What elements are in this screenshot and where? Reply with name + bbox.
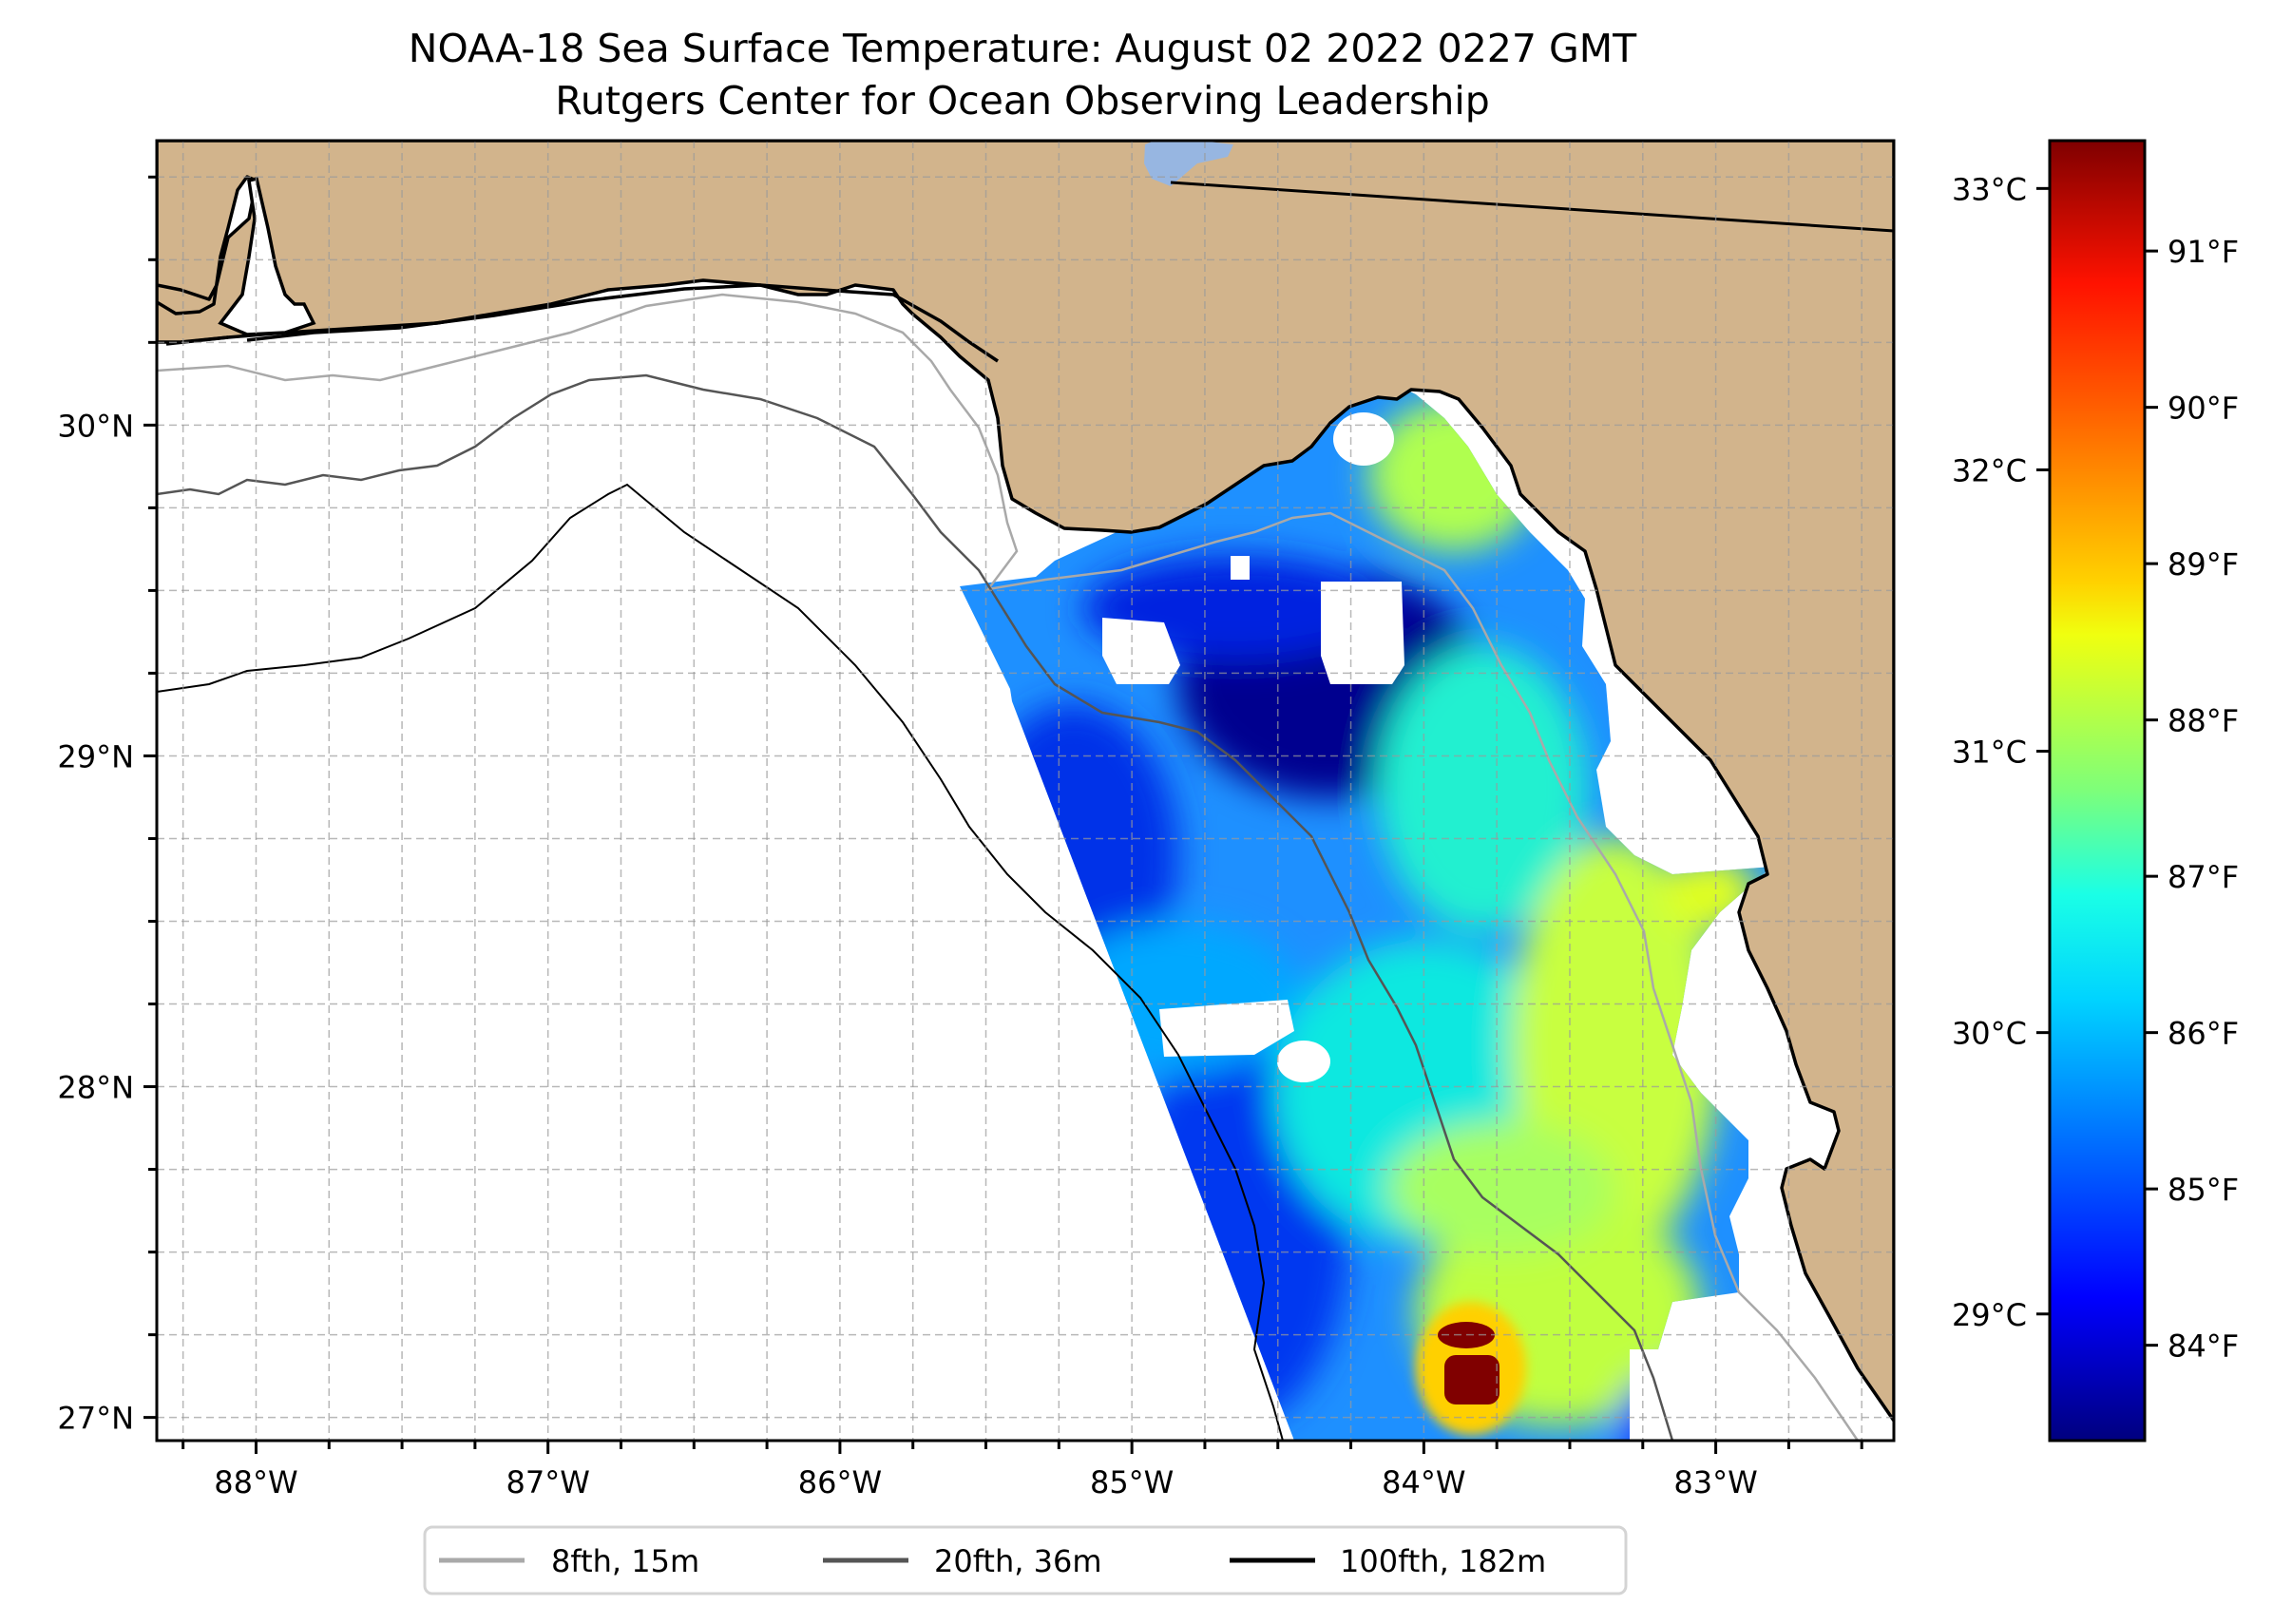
x-tick-label: 83°W [1673, 1464, 1757, 1500]
colorbar-fahrenheit-label: 86°F [2168, 1016, 2239, 1052]
colorbar-celsius-label: 33°C [1952, 171, 2027, 207]
land-mass [157, 141, 1894, 1423]
colorbar-celsius-label: 30°C [1952, 1016, 2027, 1052]
legend-box [423, 1525, 1628, 1595]
map-area [157, 141, 1894, 1441]
sst-mid-3 [1378, 646, 1587, 931]
axis-ticks [143, 175, 1863, 1454]
x-tick-labels: 88°W 87°W 86°W 85°W 84°W 83°W [214, 1464, 1757, 1500]
colorbar-fahrenheit-label: 91°F [2168, 234, 2239, 270]
colorbar-fahrenheit-label: 84°F [2168, 1328, 2239, 1365]
cloud-gap [1333, 412, 1394, 466]
colorbar-celsius-labels: 29°C 30°C 31°C 32°C 33°C [1952, 171, 2027, 1332]
legend-label-100fth: 100fth, 182m [1340, 1543, 1546, 1579]
x-tick-label: 86°W [798, 1464, 882, 1500]
x-tick-label: 88°W [214, 1464, 297, 1500]
y-tick-label: 29°N [57, 738, 134, 774]
isobath-100fth [157, 483, 1284, 1441]
isobath-20fth [157, 373, 1674, 1441]
sst-hot-spots [1416, 1302, 1526, 1435]
colorbar-celsius-label: 29°C [1952, 1297, 2027, 1333]
cloud-gap [1231, 556, 1250, 580]
cloud-gap [1277, 1041, 1330, 1082]
isobath-8fth [157, 293, 1860, 1441]
cloud-gap [1321, 582, 1404, 684]
colorbar-ticks [2036, 186, 2158, 1347]
chart-subtitle: Rutgers Center for Ocean Observing Leade… [555, 78, 1490, 124]
colorbar-fahrenheit-label: 87°F [2168, 859, 2239, 895]
chart-title: NOAA-18 Sea Surface Temperature: August … [409, 26, 1637, 71]
colorbar-celsius-label: 32°C [1952, 452, 2027, 488]
lake [1144, 141, 1233, 186]
colorbar-fahrenheit-label: 88°F [2168, 703, 2239, 739]
x-tick-label: 85°W [1090, 1464, 1174, 1500]
y-tick-label: 27°N [57, 1401, 134, 1437]
sst-warm-mid [1387, 1121, 1615, 1254]
y-tick-labels: 27°N 28°N 29°N 30°N [57, 408, 134, 1436]
colorbar-celsius-label: 31°C [1952, 735, 2027, 771]
x-tick-label: 87°W [506, 1464, 590, 1500]
coastline-bay [218, 176, 316, 336]
colorbar-fahrenheit-label: 90°F [2168, 391, 2239, 427]
legend: 8fth, 15m 20fth, 36m 100fth, 182m [423, 1525, 1628, 1595]
colorbar-fahrenheit-label: 85°F [2168, 1172, 2239, 1208]
colorbar-fahrenheit-labels: 84°F 85°F 86°F 87°F 88°F 89°F 90°F 91°F [2168, 234, 2239, 1365]
legend-label-20fth: 20fth, 36m [934, 1543, 1101, 1579]
state-boundary [1170, 181, 1894, 233]
colorbar-fahrenheit-label: 89°F [2168, 546, 2239, 583]
gridlines [157, 141, 1894, 1441]
y-tick-label: 28°N [57, 1070, 134, 1106]
cloud-gap [1102, 618, 1180, 684]
legend-label-8fth: 8fth, 15m [551, 1543, 699, 1579]
map-frame [155, 139, 1896, 1442]
x-tick-label: 84°W [1382, 1464, 1465, 1500]
sst-hot-spot-lower [1444, 1355, 1499, 1404]
y-tick-label: 30°N [57, 408, 134, 444]
colorbar [2048, 139, 2147, 1442]
cloud-gap [1159, 1000, 1294, 1057]
